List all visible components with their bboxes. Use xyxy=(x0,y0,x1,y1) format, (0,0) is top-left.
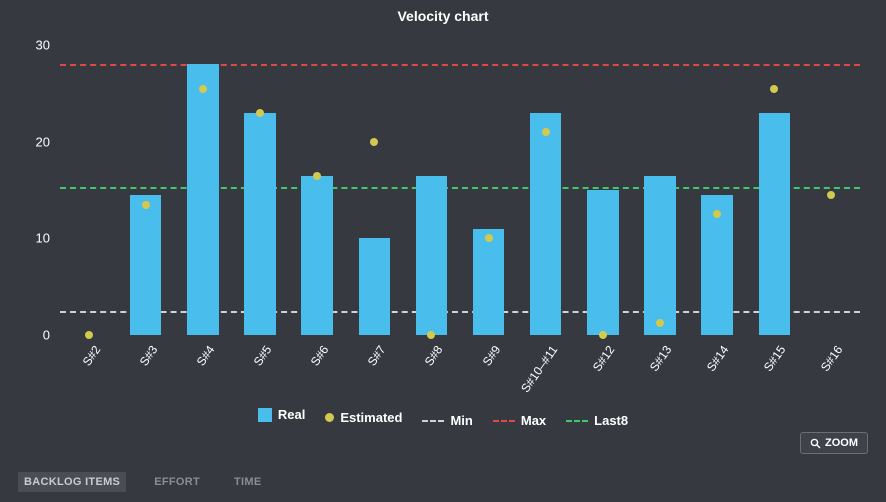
estimated-marker[interactable] xyxy=(542,128,550,136)
legend-item[interactable]: Min xyxy=(422,413,472,428)
legend-swatch-dash xyxy=(566,420,588,422)
legend-label: Last8 xyxy=(594,413,628,428)
ref-line-min xyxy=(60,311,860,313)
estimated-marker[interactable] xyxy=(313,172,321,180)
x-tick-label: S#4 xyxy=(194,343,218,369)
legend-item[interactable]: Real xyxy=(258,407,305,422)
x-tick-label: S#15 xyxy=(761,343,789,374)
tab-backlog-items[interactable]: BACKLOG ITEMS xyxy=(18,472,126,492)
estimated-marker[interactable] xyxy=(256,109,264,117)
bar[interactable] xyxy=(759,113,790,335)
estimated-marker[interactable] xyxy=(199,85,207,93)
tab-effort[interactable]: EFFORT xyxy=(148,472,206,492)
legend-swatch-dot xyxy=(325,413,334,422)
search-icon xyxy=(810,438,821,449)
x-tick-label: S#8 xyxy=(422,343,446,369)
legend-label: Min xyxy=(450,413,472,428)
legend-swatch-dash xyxy=(422,420,444,422)
legend-swatch-dash xyxy=(493,420,515,422)
zoom-label: ZOOM xyxy=(825,437,858,449)
x-tick-label: S#13 xyxy=(647,343,675,374)
estimated-marker[interactable] xyxy=(485,234,493,242)
ref-line-last8 xyxy=(60,187,860,189)
x-tick-label: S#6 xyxy=(308,343,332,369)
legend: Real Estimated Min Max Last8 xyxy=(0,407,886,428)
ref-line-max xyxy=(60,64,860,66)
bar[interactable] xyxy=(359,238,390,335)
legend-item[interactable]: Estimated xyxy=(325,410,402,425)
x-tick-label: S#10–#11 xyxy=(518,343,560,395)
legend-label: Estimated xyxy=(340,410,402,425)
estimated-marker[interactable] xyxy=(370,138,378,146)
x-tick-label: S#7 xyxy=(365,343,389,369)
bar[interactable] xyxy=(530,113,561,335)
estimated-marker[interactable] xyxy=(827,191,835,199)
legend-item[interactable]: Last8 xyxy=(566,413,628,428)
x-tick-label: S#5 xyxy=(251,343,275,369)
y-tick-label: 0 xyxy=(43,328,50,343)
x-tick-label: S#16 xyxy=(818,343,846,374)
bar[interactable] xyxy=(130,195,161,335)
x-tick-label: S#12 xyxy=(590,343,618,374)
x-axis: S#2 S#3 S#4 S#5 S#6 S#7 S#8 S#9 S#10–#11 S#12 S#13… xyxy=(60,335,860,395)
estimated-marker[interactable] xyxy=(656,319,664,327)
estimated-marker[interactable] xyxy=(770,85,778,93)
x-tick-label: S#14 xyxy=(704,343,732,374)
x-tick-label: S#9 xyxy=(479,343,503,369)
bar[interactable] xyxy=(301,176,332,336)
legend-label: Real xyxy=(278,407,305,422)
bar[interactable] xyxy=(644,176,675,336)
bar[interactable] xyxy=(187,64,218,335)
y-tick-label: 20 xyxy=(36,134,50,149)
zoom-button[interactable]: ZOOM xyxy=(800,432,868,454)
legend-swatch-rect xyxy=(258,408,272,422)
estimated-marker[interactable] xyxy=(142,201,150,209)
legend-label: Max xyxy=(521,413,546,428)
bar[interactable] xyxy=(587,190,618,335)
tab-bar: BACKLOG ITEMS EFFORT TIME xyxy=(18,472,267,492)
y-tick-label: 30 xyxy=(36,38,50,53)
bar[interactable] xyxy=(244,113,275,335)
y-tick-label: 10 xyxy=(36,231,50,246)
bar[interactable] xyxy=(416,176,447,336)
tab-time[interactable]: TIME xyxy=(228,472,267,492)
x-tick-label: S#2 xyxy=(79,343,103,369)
legend-item[interactable]: Max xyxy=(493,413,546,428)
bar[interactable] xyxy=(473,229,504,335)
x-tick-label: S#3 xyxy=(136,343,160,369)
chart-plot-area: 0102030 xyxy=(60,45,860,335)
estimated-marker[interactable] xyxy=(713,210,721,218)
chart-title: Velocity chart xyxy=(0,0,886,24)
